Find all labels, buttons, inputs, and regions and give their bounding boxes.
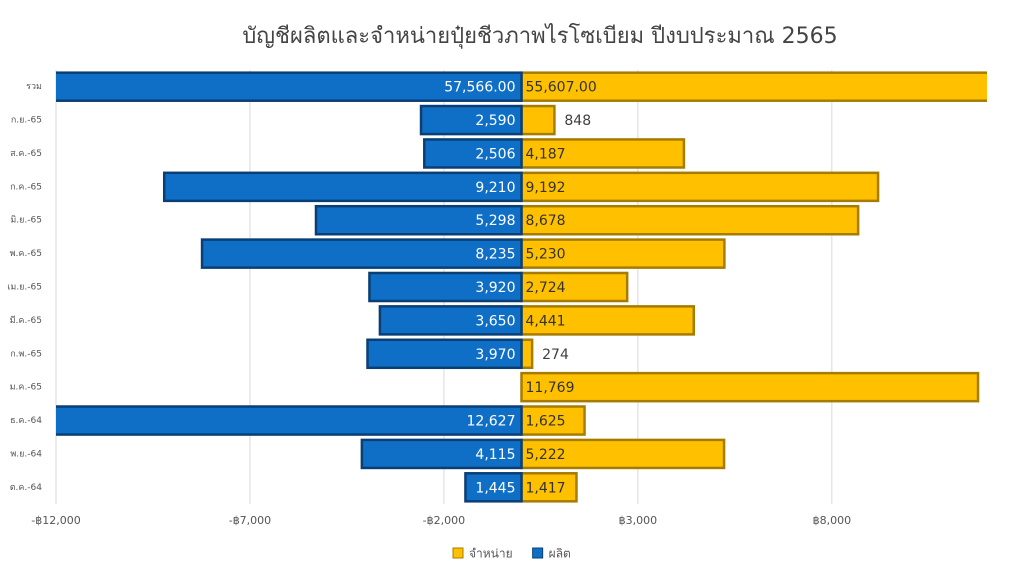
bar: [520, 438, 726, 470]
y-tick-label: เม.ย.-65: [7, 283, 42, 293]
data-label: 2,590: [475, 113, 515, 129]
y-tick-label: พ.ย.-64: [10, 449, 42, 459]
data-label: 57,566.00: [444, 80, 515, 96]
data-label: 9,192: [526, 180, 566, 196]
bar: [520, 338, 534, 370]
y-tick-label: ม.ค.-65: [10, 383, 42, 393]
bar: [520, 204, 860, 236]
data-label: 1,417: [526, 480, 566, 496]
y-tick-label: พ.ค.-65: [10, 249, 42, 259]
data-label: 1,625: [526, 414, 566, 430]
data-label: 12,627: [467, 414, 516, 430]
bar: [314, 204, 523, 236]
x-tick-label: ฿8,000: [813, 514, 852, 527]
bar: [520, 271, 629, 303]
x-tick-label: -฿7,000: [229, 514, 271, 527]
data-label: 1,445: [475, 480, 515, 496]
bar: [520, 305, 696, 336]
data-label: 4,115: [475, 447, 515, 463]
y-tick-label: ก.ย.-65: [11, 116, 42, 126]
x-tick-label: ฿3,000: [619, 514, 658, 527]
data-label: 8,678: [526, 213, 566, 229]
y-tick-label: ก.ค.-65: [10, 182, 42, 192]
bar: [378, 305, 523, 336]
data-label: 4,187: [526, 146, 566, 162]
bar: [419, 104, 523, 136]
data-label: 3,650: [475, 313, 515, 329]
bar: [368, 271, 523, 303]
bar: [520, 138, 686, 169]
chart-title: บัญชีผลิตและจำหน่ายปุ๋ยชีวภาพไรโซเบียม ป…: [242, 23, 837, 49]
bar: [520, 472, 578, 503]
bar: [464, 472, 523, 503]
bar: [366, 338, 523, 370]
bar: [423, 138, 523, 169]
data-label: 3,970: [475, 347, 515, 363]
bar: [520, 71, 987, 102]
bar: [520, 405, 586, 436]
bar: [200, 238, 523, 269]
data-label: 2,724: [526, 280, 566, 296]
y-tick-label: ต.ค.-64: [10, 483, 43, 493]
bar: [520, 371, 980, 403]
data-label: 55,607.00: [526, 80, 597, 96]
y-tick-label: ส.ค.-65: [10, 149, 42, 159]
y-tick-label: รวม: [26, 82, 42, 92]
bar: [360, 438, 523, 470]
legend-label: ผลิต: [549, 547, 571, 561]
bar: [520, 171, 880, 203]
data-label: 5,222: [526, 447, 566, 463]
legend-swatch: [532, 547, 544, 559]
data-label: 5,230: [526, 247, 566, 263]
data-label: 8,235: [475, 247, 515, 263]
legend-label: จำหน่าย: [469, 547, 513, 561]
data-label: 848: [564, 113, 591, 129]
data-label: 2,506: [475, 146, 515, 162]
x-tick-label: -฿12,000: [31, 514, 80, 527]
y-tick-label: ธ.ค.-64: [10, 416, 42, 426]
y-tick-label: ก.พ.-65: [10, 349, 42, 359]
data-label: 3,920: [475, 280, 515, 296]
y-tick-label: มี.ค.-65: [10, 315, 42, 326]
bar: [520, 104, 556, 136]
bar: [56, 71, 523, 102]
x-tick-label: -฿2,000: [423, 514, 465, 527]
bar: [162, 171, 523, 203]
data-label: 274: [542, 347, 569, 363]
data-label: 5,298: [475, 213, 515, 229]
legend-swatch: [452, 547, 464, 559]
data-label: 9,210: [475, 180, 515, 196]
data-label: 4,441: [526, 313, 566, 329]
bar: [56, 405, 523, 436]
data-label: 11,769: [526, 380, 575, 396]
y-tick-label: มิ.ย.-65: [10, 215, 42, 226]
